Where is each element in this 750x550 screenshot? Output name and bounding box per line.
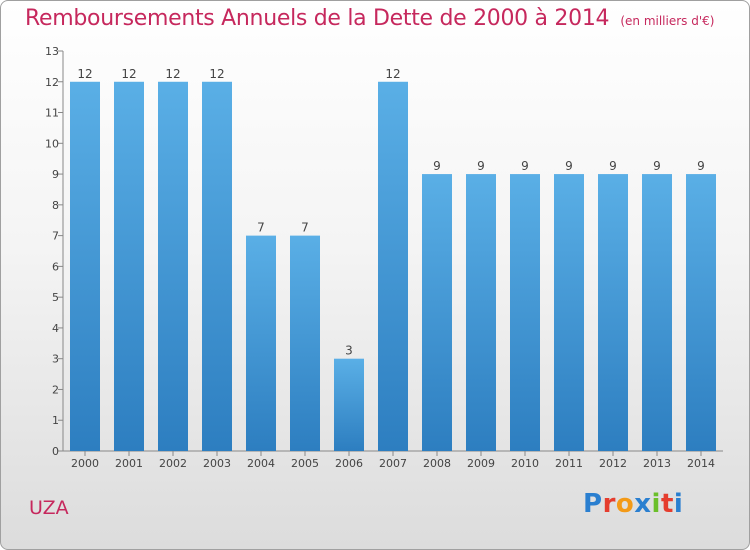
data-label: 9: [653, 159, 661, 173]
y-tick-label: 1: [52, 414, 59, 427]
data-label: 12: [209, 67, 224, 81]
bar: [378, 81, 408, 452]
bar: [290, 235, 320, 451]
logo-letter: r: [602, 489, 616, 519]
bar: [334, 358, 364, 451]
x-tick-label: 2009: [467, 457, 495, 470]
logo-letter: i: [673, 489, 684, 519]
logo-letter: i: [651, 489, 661, 519]
y-tick-label: 13: [45, 45, 59, 58]
y-tick-label: 0: [52, 445, 59, 458]
x-tick-label: 2000: [71, 457, 99, 470]
bar: [686, 174, 716, 452]
data-label: 9: [697, 159, 705, 173]
logo-letter: t: [660, 489, 674, 519]
bar: [114, 81, 144, 452]
y-tick-label: 9: [52, 168, 59, 181]
chart-title: Remboursements Annuels de la Dette de 20…: [25, 6, 714, 31]
data-label: 7: [257, 221, 265, 235]
y-tick-label: 5: [52, 291, 59, 304]
title-unit: (en milliers d'€): [620, 14, 715, 28]
y-tick-label: 6: [52, 260, 59, 273]
bar: [466, 174, 496, 452]
x-tick-label: 2007: [379, 457, 407, 470]
bar: [202, 81, 232, 452]
x-tick-label: 2014: [687, 457, 715, 470]
x-tick-label: 2006: [335, 457, 363, 470]
bar: [70, 81, 100, 452]
bar: [246, 235, 276, 451]
data-label: 7: [301, 221, 309, 235]
data-label: 9: [521, 159, 529, 173]
data-label: 9: [565, 159, 573, 173]
data-label: 9: [433, 159, 441, 173]
title-text: Remboursements Annuels de la Dette de 20…: [25, 6, 610, 31]
bar: [598, 174, 628, 452]
bar: [510, 174, 540, 452]
data-label: 12: [385, 67, 400, 81]
commune-name: UZA: [29, 497, 69, 519]
chart-labels: 2000 12 2001 12 2002 12 2003 12 2004 7 2005 7 2006 3 2…: [71, 67, 715, 470]
bar: [642, 174, 672, 452]
logo-letter: P: [583, 489, 603, 519]
y-tick-label: 12: [45, 76, 59, 89]
data-label: 12: [165, 67, 180, 81]
logo-letter: o: [615, 489, 635, 519]
y-tick-label: 4: [52, 322, 59, 335]
y-tick-label: 7: [52, 230, 59, 243]
x-tick-label: 2002: [159, 457, 187, 470]
data-label: 12: [77, 67, 92, 81]
x-tick-label: 2008: [423, 457, 451, 470]
x-tick-label: 2011: [555, 457, 583, 470]
bar: [158, 81, 188, 452]
x-tick-label: 2013: [643, 457, 671, 470]
chart-bars: [70, 81, 716, 452]
x-tick-label: 2010: [511, 457, 539, 470]
data-label: 12: [121, 67, 136, 81]
data-label: 9: [477, 159, 485, 173]
data-label: 3: [345, 344, 353, 358]
bar: [422, 174, 452, 452]
bar: [554, 174, 584, 452]
y-tick-label: 8: [52, 199, 59, 212]
x-tick-label: 2001: [115, 457, 143, 470]
x-tick-label: 2012: [599, 457, 627, 470]
logo-letter: x: [634, 489, 652, 519]
x-tick-label: 2003: [203, 457, 231, 470]
x-tick-label: 2004: [247, 457, 275, 470]
y-tick-label: 10: [45, 137, 59, 150]
proxiti-logo[interactable]: Proxiti: [583, 489, 683, 519]
data-label: 9: [609, 159, 617, 173]
y-tick-label: 2: [52, 383, 59, 396]
y-tick-label: 3: [52, 353, 59, 366]
x-tick-label: 2005: [291, 457, 319, 470]
y-tick-label: 11: [45, 107, 59, 120]
